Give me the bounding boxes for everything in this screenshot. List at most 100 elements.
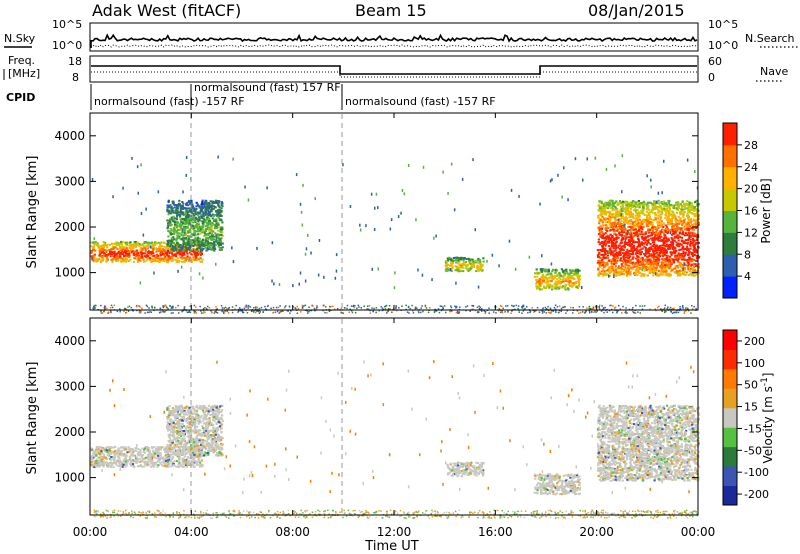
heatmap-cell xyxy=(608,221,611,224)
heatmap-cell xyxy=(210,229,213,232)
freq-panel: Freq. [MHz] 18 8 60 0 Nave xyxy=(3,54,788,84)
heatmap-cell xyxy=(384,305,386,308)
heatmap-cell xyxy=(204,234,207,237)
heatmap-cell xyxy=(624,228,627,231)
heatmap-cell xyxy=(543,311,546,313)
heatmap-cell xyxy=(155,247,158,250)
heatmap-cell xyxy=(172,233,175,236)
heatmap-cell xyxy=(181,247,184,249)
heatmap-cell xyxy=(180,245,183,248)
heatmap-cell xyxy=(101,256,104,258)
heatmap-cell xyxy=(644,231,647,233)
heatmap-cell xyxy=(223,312,225,314)
heatmap-cell xyxy=(101,259,104,262)
heatmap-cell xyxy=(99,255,102,258)
heatmap-cell xyxy=(690,227,693,229)
heatmap-cell xyxy=(563,287,566,290)
heatmap-cell xyxy=(150,241,153,244)
heatmap-cell xyxy=(611,209,614,212)
heatmap-cell xyxy=(125,252,128,255)
heatmap-cell xyxy=(92,248,95,251)
heatmap-cell xyxy=(693,251,696,254)
heatmap-cell xyxy=(208,219,211,222)
heatmap-cell xyxy=(625,204,628,207)
heatmap-cell xyxy=(634,241,637,243)
heatmap-cell xyxy=(613,258,616,261)
heatmap-cell xyxy=(606,254,609,257)
heatmap-cell xyxy=(565,277,568,280)
heatmap-cell xyxy=(187,213,190,216)
heatmap-cell xyxy=(677,239,680,242)
heatmap-cell xyxy=(165,247,168,250)
heatmap-cell xyxy=(146,241,149,244)
heatmap-cell xyxy=(660,263,663,266)
heatmap-cell xyxy=(477,257,480,260)
heatmap-cell xyxy=(468,267,471,270)
heatmap-cell xyxy=(554,304,557,306)
heatmap-cell xyxy=(690,312,692,314)
heatmap-cell xyxy=(682,203,686,205)
heatmap-cell xyxy=(211,202,214,205)
heatmap-cell xyxy=(194,248,197,251)
heatmap-cell xyxy=(693,206,697,209)
heatmap-cell xyxy=(153,258,156,261)
heatmap-cell xyxy=(188,247,191,249)
heatmap-cell xyxy=(200,202,204,205)
heatmap-cell xyxy=(138,243,141,245)
heatmap-cell xyxy=(185,209,188,211)
heatmap-cell xyxy=(697,241,700,244)
heatmap-cell xyxy=(682,219,686,222)
heatmap-cell xyxy=(472,261,475,264)
heatmap-cell xyxy=(655,229,658,232)
heatmap-cell xyxy=(625,243,628,245)
heatmap-cell xyxy=(680,213,683,216)
heatmap-cell xyxy=(694,215,697,218)
heatmap-cell xyxy=(650,234,653,237)
heatmap-cell xyxy=(122,251,125,254)
heatmap-cell xyxy=(168,230,171,233)
nave-label: Nave xyxy=(760,65,788,78)
heatmap-cell xyxy=(682,307,684,309)
heatmap-cell xyxy=(196,258,199,261)
heatmap-cell xyxy=(662,222,665,225)
heatmap-cell xyxy=(389,308,391,310)
heatmap-cell xyxy=(631,227,634,230)
heatmap-cell xyxy=(628,220,631,223)
heatmap-cell xyxy=(640,230,643,233)
heatmap-cell xyxy=(195,224,198,227)
heatmap-cell xyxy=(647,204,650,207)
heatmap-cell xyxy=(185,203,188,206)
heatmap-cell xyxy=(152,254,155,257)
heatmap-cell xyxy=(675,264,679,267)
heatmap-cell xyxy=(602,253,606,256)
heatmap-cell xyxy=(669,273,672,276)
heatmap-cell xyxy=(550,272,553,275)
heatmap-cell xyxy=(166,239,169,242)
heatmap-cell xyxy=(603,249,606,252)
heatmap-cell xyxy=(425,307,428,309)
heatmap-cell xyxy=(484,311,487,313)
heatmap-cell xyxy=(165,257,168,260)
heatmap-cell xyxy=(143,260,146,263)
heatmap-cell xyxy=(184,225,187,228)
heatmap-cell xyxy=(95,258,99,261)
heatmap-cell xyxy=(684,242,687,245)
heatmap-cell xyxy=(471,263,474,266)
heatmap-cell xyxy=(610,203,613,206)
heatmap-cell xyxy=(205,216,208,219)
heatmap-cell xyxy=(654,247,657,250)
heatmap-cell xyxy=(125,257,128,260)
heatmap-cell xyxy=(215,310,217,312)
heatmap-cell xyxy=(632,256,635,259)
heatmap-cell xyxy=(538,271,541,274)
heatmap-cell xyxy=(598,222,601,225)
heatmap-cell xyxy=(190,212,193,215)
heatmap-cell xyxy=(632,247,635,250)
heatmap-cell xyxy=(621,206,624,209)
heatmap-cell xyxy=(648,246,651,249)
heatmap-cell xyxy=(170,228,173,231)
heatmap-cell xyxy=(158,248,161,250)
heatmap-cell xyxy=(598,308,601,310)
heatmap-cell xyxy=(150,261,153,263)
heatmap-cell xyxy=(134,241,137,243)
